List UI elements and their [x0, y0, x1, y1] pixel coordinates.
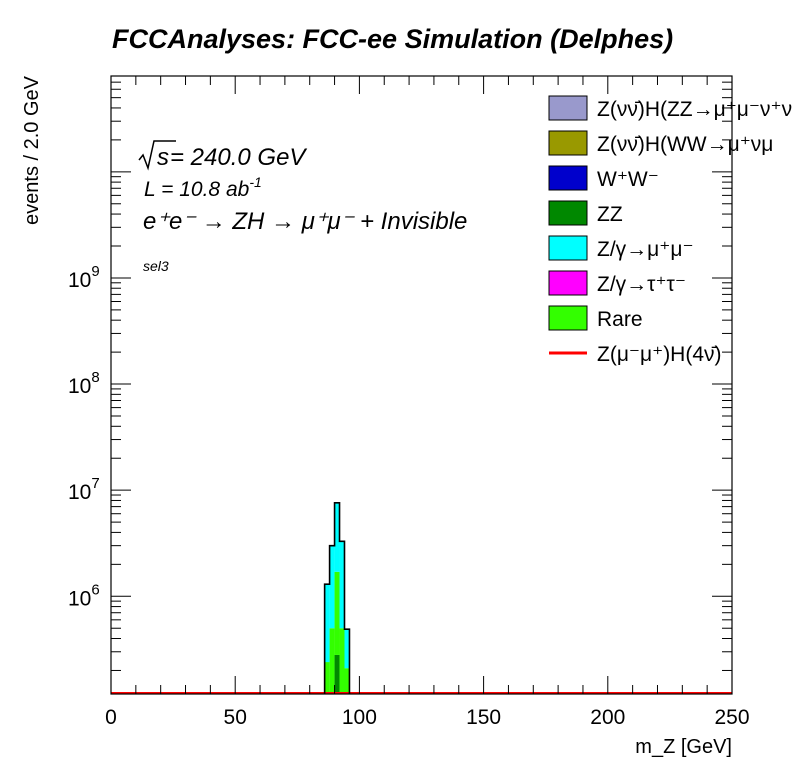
annotation-energy: = 240.0 GeV	[170, 144, 307, 171]
bar-Z-2-bin-3	[339, 541, 345, 629]
x-tick-label: 200	[590, 706, 625, 729]
bar-Z-2-bin-2	[334, 502, 340, 572]
y-tick-base: 10	[68, 375, 91, 398]
y-tick-base: 10	[68, 481, 91, 504]
legend: Z(νν̄)H(ZZ→μ⁺μ⁻ν⁺ν Z(νν̄)H(WW→μ⁺νμ W⁺W⁻ ZZ Z…	[548, 95, 792, 366]
x-tick-label: 50	[224, 706, 247, 729]
legend-swatch	[548, 95, 588, 121]
legend-swatch	[548, 200, 588, 226]
y-tick-label: 106	[68, 581, 100, 610]
stack-outline	[323, 502, 351, 694]
x-tick-label: 100	[342, 706, 377, 729]
x-axis: 0 50 100 150 200 250	[105, 76, 750, 729]
bar-Z-2-bin-4	[344, 629, 350, 669]
legend-label: Z(νν̄)H(ZZ→μ⁺μ⁻ν⁺ν	[597, 98, 792, 121]
sqrt-sign	[138, 140, 176, 171]
bar-Rare-1-bin-4	[344, 668, 350, 694]
bar-Z-2-bin-0	[324, 584, 330, 663]
legend-label: Z(μ⁻μ⁺)H(4ν̄)	[597, 343, 722, 366]
legend-swatch	[548, 235, 588, 261]
y-tick-label: 109	[68, 263, 100, 292]
annotation-lumi: L = 10.8 ab-1	[144, 174, 262, 201]
y-tick-exp: 8	[91, 369, 99, 386]
y-tick-exp: 7	[91, 475, 99, 492]
legend-swatch	[548, 270, 588, 296]
annotation-block: s = 240.0 GeV L = 10.8 ab-1 e⁺e⁻ → ZH → …	[138, 140, 467, 274]
x-tick-label: 0	[105, 706, 117, 729]
chart-title: FCCAnalyses: FCC-ee Simulation (Delphes)	[112, 24, 673, 54]
y-tick-exp: 9	[91, 263, 99, 280]
legend-swatch	[548, 165, 588, 191]
y-tick-exp: 6	[91, 581, 99, 598]
bar-Rare-1-bin-1	[329, 628, 335, 694]
bar-Rare-1-bin-0	[324, 662, 330, 694]
legend-swatch	[548, 305, 588, 331]
y-tick-base: 10	[68, 269, 91, 292]
bar-Rare-1-bin-3	[339, 628, 345, 694]
annotation-sqrt-s: s	[157, 144, 169, 171]
annotation-lumi-exp: -1	[249, 174, 261, 190]
plot-area	[111, 76, 732, 694]
legend-label: Z/γ→μ⁺μ⁻	[597, 238, 694, 261]
plot-frame	[110, 75, 733, 695]
x-tick-label: 150	[466, 706, 501, 729]
bar-ZZ-0-bin-2	[334, 654, 340, 694]
annotation-process: e⁺e⁻ → ZH → μ⁺μ⁻ + Invisible	[143, 208, 467, 235]
y-tick-base: 10	[68, 587, 91, 610]
legend-label: Z(νν̄)H(WW→μ⁺νμ	[597, 133, 773, 156]
legend-label: W⁺W⁻	[597, 168, 659, 191]
y-tick-label: 107	[68, 475, 100, 504]
bars-group	[324, 502, 350, 694]
legend-label: ZZ	[597, 203, 623, 226]
bar-Rare-1-bin-2	[334, 571, 340, 655]
bar-Z-2-bin-1	[329, 545, 335, 629]
y-tick-label: 108	[68, 369, 100, 398]
annotation-selection: sel3	[143, 258, 169, 274]
x-tick-label: 250	[714, 706, 749, 729]
annotation-lumi-text: L = 10.8 ab	[144, 178, 250, 201]
legend-label: Rare	[597, 308, 643, 331]
y-axis-title: events / 2.0 GeV	[21, 75, 43, 225]
legend-swatch	[548, 130, 588, 156]
legend-label: Z/γ→τ⁺τ⁻	[597, 273, 686, 296]
x-axis-title: m_Z [GeV]	[635, 736, 732, 758]
